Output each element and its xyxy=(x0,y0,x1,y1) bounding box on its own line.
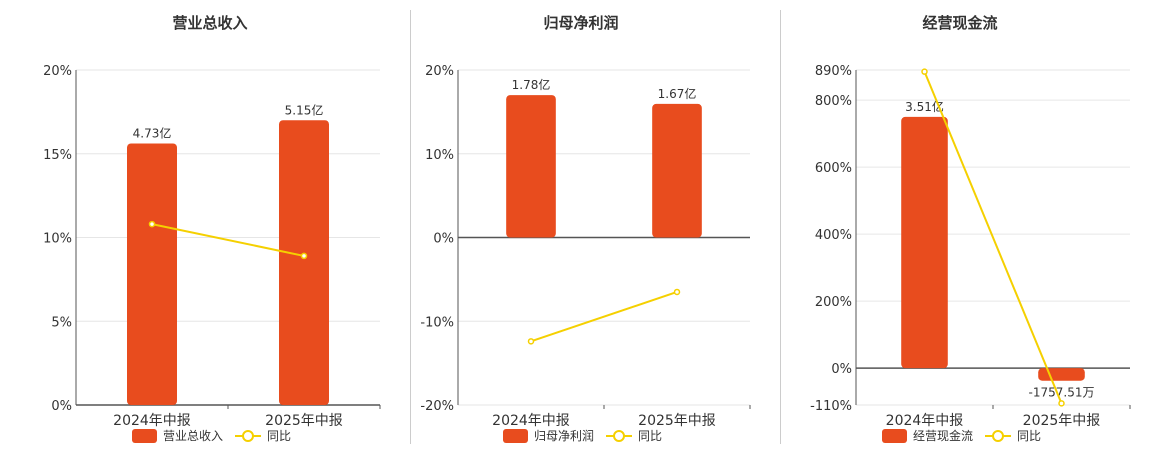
legend-line-label: 同比 xyxy=(267,429,291,443)
revenue-bar xyxy=(1038,368,1085,381)
bar-value-label: 4.73亿 xyxy=(133,125,172,140)
y-tick-label: 200% xyxy=(815,295,852,310)
growth-line xyxy=(923,71,1063,404)
y-tick-label: 400% xyxy=(815,228,852,243)
legend-line-marker xyxy=(613,430,625,442)
y-tick-label: 15% xyxy=(43,148,72,163)
x-tick-label: 2025年中报 xyxy=(638,413,716,429)
legend-bar-label: 经营现金流 xyxy=(913,428,973,443)
growth-point xyxy=(527,338,535,345)
bar-value-label: 1.78亿 xyxy=(512,77,551,92)
y-tick-label: -110% xyxy=(810,399,852,414)
legend-bar-swatch xyxy=(503,429,528,443)
bar-value-label: 3.51亿 xyxy=(905,99,944,114)
x-tick-label: 2025年中报 xyxy=(1023,413,1101,429)
growth-point xyxy=(921,68,928,75)
y-tick-label: 600% xyxy=(815,161,852,176)
y-tick-label: -20% xyxy=(420,399,454,414)
legend-bar-swatch xyxy=(132,429,157,443)
revenue-bar xyxy=(506,95,556,238)
revenue-bar xyxy=(279,120,329,405)
y-tick-label: 0% xyxy=(51,399,72,414)
revenue-bar xyxy=(127,143,177,405)
y-tick-label: 0% xyxy=(831,362,852,377)
growth-point xyxy=(148,220,156,228)
y-tick-label: 20% xyxy=(43,64,72,79)
y-tick-label: -10% xyxy=(420,315,454,330)
y-tick-label: 890% xyxy=(815,64,852,79)
chart-title: 营业总收入 xyxy=(172,14,247,32)
x-tick-label: 2024年中报 xyxy=(886,413,964,429)
growth-point xyxy=(300,252,308,260)
y-tick-label: 5% xyxy=(51,315,72,330)
legend-line-label: 同比 xyxy=(638,429,662,443)
chart-title: 归母净利润 xyxy=(543,14,618,32)
bar-value-label: 1.67亿 xyxy=(658,86,697,101)
chart-title: 经营现金流 xyxy=(922,14,997,32)
x-tick-label: 2025年中报 xyxy=(265,413,343,429)
y-tick-label: 10% xyxy=(425,148,454,163)
growth-point xyxy=(1058,400,1065,407)
y-tick-label: 800% xyxy=(815,94,852,109)
legend-bar-swatch xyxy=(882,429,907,443)
legend-bar-label: 营业总收入 xyxy=(163,429,223,443)
panel-divider xyxy=(780,10,781,444)
revenue-bar xyxy=(652,103,702,238)
x-tick-label: 2024年中报 xyxy=(113,413,191,429)
y-tick-label: 10% xyxy=(43,232,72,247)
bar-value-label: -1757.51万 xyxy=(1029,386,1095,400)
y-tick-label: 0% xyxy=(433,232,454,247)
panel-divider xyxy=(410,10,411,444)
growth-line xyxy=(530,290,678,343)
legend-line-label: 同比 xyxy=(1017,429,1041,443)
y-tick-label: 20% xyxy=(425,64,454,79)
growth-line xyxy=(151,223,305,257)
legend-bar-label: 归母净利润 xyxy=(534,429,594,443)
legend-line-marker xyxy=(992,430,1004,442)
legend-line-marker xyxy=(242,430,254,442)
bar-value-label: 5.15亿 xyxy=(285,102,324,117)
x-tick-label: 2024年中报 xyxy=(492,413,570,429)
revenue-bar xyxy=(901,116,948,369)
growth-point xyxy=(673,288,681,296)
